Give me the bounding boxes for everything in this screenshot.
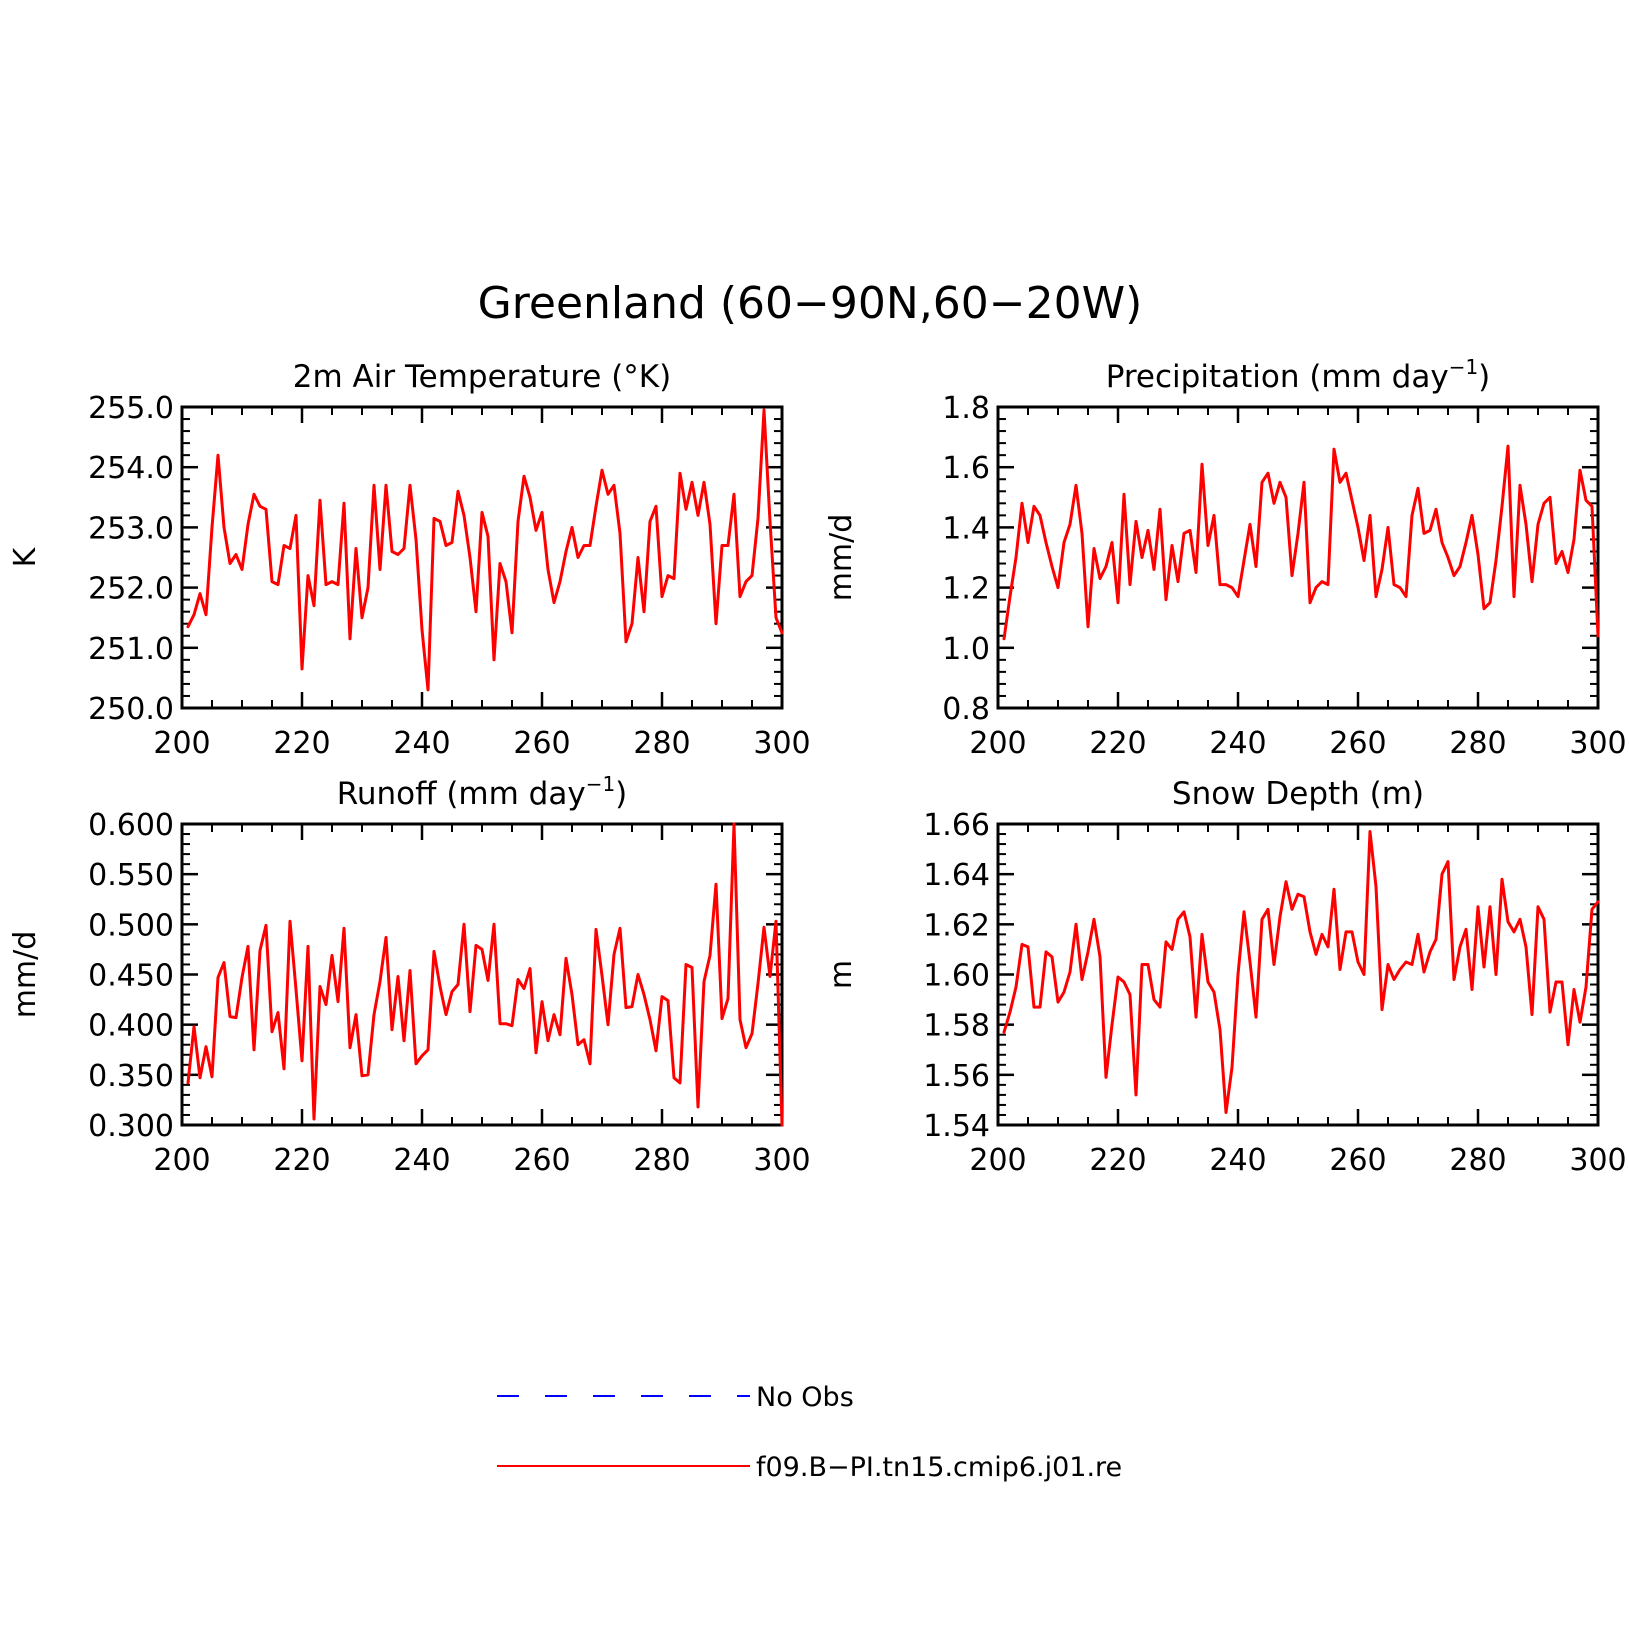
y-axis-label: mm/d bbox=[824, 514, 859, 602]
y-tick-label: 1.64 bbox=[923, 858, 990, 893]
x-tick-label: 260 bbox=[1329, 726, 1386, 761]
x-tick-label: 280 bbox=[1449, 1143, 1506, 1178]
legend-label-1: No Obs bbox=[756, 1382, 854, 1413]
panel-title: 2m Air Temperature (°K) bbox=[293, 359, 671, 395]
x-tick-label: 220 bbox=[273, 726, 330, 761]
x-tick-label: 300 bbox=[753, 1143, 810, 1178]
y-tick-label: 253.0 bbox=[88, 511, 174, 546]
legend: No Obs f09.B−PI.tn15.cmip6.j01.re bbox=[497, 1382, 1122, 1483]
x-tick-label: 280 bbox=[633, 1143, 690, 1178]
x-tick-label: 300 bbox=[753, 726, 810, 761]
y-tick-label: 250.0 bbox=[88, 692, 174, 727]
x-tick-label: 240 bbox=[1209, 1143, 1266, 1178]
y-axis-label: K bbox=[8, 546, 43, 567]
x-tick-label: 240 bbox=[393, 1143, 450, 1178]
panel-4: 1.54 1.56 1.58 1.60 1.62 1.64 1.66 200 220 240 260… bbox=[824, 776, 1627, 1178]
x-tick-label: 200 bbox=[969, 1143, 1026, 1178]
y-tick-label: 0.8 bbox=[942, 692, 990, 727]
y-tick-label: 251.0 bbox=[88, 632, 174, 667]
y-tick-label: 1.2 bbox=[942, 572, 990, 607]
y-tick-label: 254.0 bbox=[88, 451, 174, 486]
x-tick-label: 220 bbox=[273, 1143, 330, 1178]
panels: 250.0 251.0 252.0 253.0 254.0 255.0 200 220 240 2… bbox=[8, 355, 1627, 1178]
x-tick-label: 300 bbox=[1569, 726, 1626, 761]
panel-1: 250.0 251.0 252.0 253.0 254.0 255.0 200 220 240 2… bbox=[8, 359, 811, 761]
y-tick-label: 1.58 bbox=[923, 1009, 990, 1044]
legend-label-2: f09.B−PI.tn15.cmip6.j01.re bbox=[756, 1452, 1122, 1483]
y-tick-label: 0.300 bbox=[88, 1109, 174, 1144]
x-tick-label: 220 bbox=[1089, 1143, 1146, 1178]
series-line-1 bbox=[1002, 444, 1600, 641]
y-tick-label: 0.450 bbox=[88, 959, 174, 994]
y-tick-label: 252.0 bbox=[88, 572, 174, 607]
y-tick-label: 0.400 bbox=[88, 1009, 174, 1044]
x-tick-label: 260 bbox=[513, 726, 570, 761]
y-tick-label: 1.8 bbox=[942, 391, 990, 426]
y-tick-label: 1.0 bbox=[942, 632, 990, 667]
y-tick-label: 0.600 bbox=[88, 808, 174, 843]
plot-frame bbox=[180, 405, 784, 710]
series-line-1 bbox=[186, 822, 784, 1127]
y-axis-label: m bbox=[824, 960, 859, 989]
y-tick-label: 0.350 bbox=[88, 1059, 174, 1094]
y-tick-label: 1.66 bbox=[923, 808, 990, 843]
y-tick-label: 1.4 bbox=[942, 511, 990, 546]
x-tick-label: 260 bbox=[513, 1143, 570, 1178]
x-tick-label: 240 bbox=[1209, 726, 1266, 761]
x-tick-label: 260 bbox=[1329, 1143, 1386, 1178]
x-tick-label: 240 bbox=[393, 726, 450, 761]
y-axis-label: mm/d bbox=[8, 931, 43, 1019]
y-tick-label: 0.550 bbox=[88, 858, 174, 893]
y-tick-label: 1.6 bbox=[942, 451, 990, 486]
panel-title: Precipitation (mm day−1) bbox=[1106, 355, 1491, 395]
x-tick-label: 200 bbox=[153, 1143, 210, 1178]
y-tick-label: 1.56 bbox=[923, 1059, 990, 1094]
figure-title: Greenland (60−90N,60−20W) bbox=[478, 278, 1143, 329]
panel-3: 0.300 0.350 0.400 0.450 0.500 0.550 0.600 200 22… bbox=[8, 772, 811, 1178]
x-tick-label: 300 bbox=[1569, 1143, 1626, 1178]
y-tick-label: 0.500 bbox=[88, 908, 174, 943]
panel-title: Snow Depth (m) bbox=[1172, 776, 1424, 812]
panel-2: 0.8 1.0 1.2 1.4 1.6 1.8 200 220 240 260 280 300 mm/d… bbox=[824, 355, 1627, 761]
y-tick-label: 1.60 bbox=[923, 959, 990, 994]
x-tick-label: 280 bbox=[633, 726, 690, 761]
x-tick-label: 220 bbox=[1089, 726, 1146, 761]
panel-title: Runoff (mm day−1) bbox=[337, 772, 628, 812]
plot-frame bbox=[996, 822, 1600, 1127]
x-tick-label: 280 bbox=[1449, 726, 1506, 761]
x-tick-label: 200 bbox=[969, 726, 1026, 761]
y-tick-label: 1.54 bbox=[923, 1109, 990, 1144]
x-tick-label: 200 bbox=[153, 726, 210, 761]
y-tick-label: 255.0 bbox=[88, 391, 174, 426]
series-line-1 bbox=[186, 408, 784, 692]
series-line-1 bbox=[1002, 830, 1600, 1114]
y-tick-label: 1.62 bbox=[923, 908, 990, 943]
